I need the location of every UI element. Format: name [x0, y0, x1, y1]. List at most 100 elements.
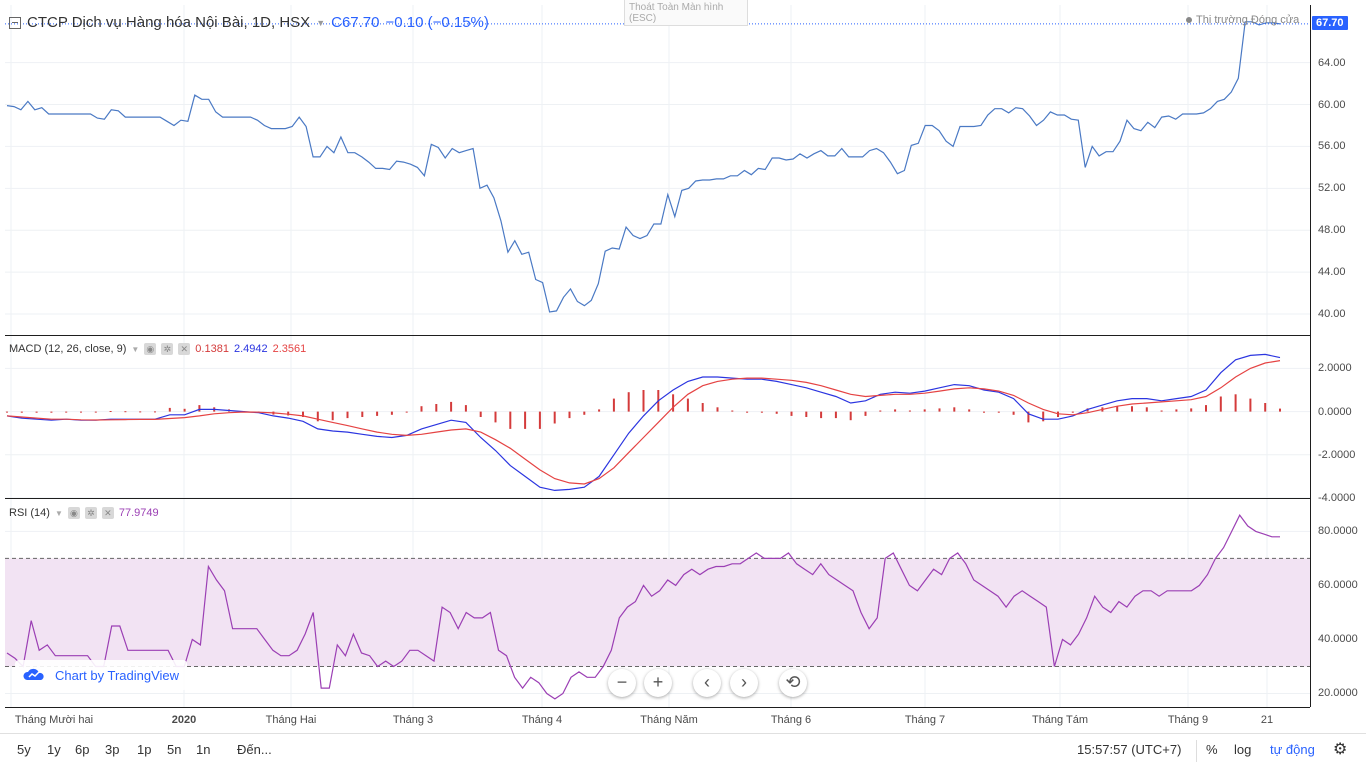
- macd-histogram-bar: [775, 411, 778, 414]
- range-button-6p[interactable]: 6p: [75, 742, 90, 757]
- range-button-5n[interactable]: 5n: [167, 742, 182, 757]
- range-button-1p[interactable]: 1p: [137, 742, 152, 757]
- macd-title[interactable]: MACD (12, 26, close, 9): [9, 343, 127, 355]
- macd-histogram-bar: [1175, 409, 1178, 412]
- macd-histogram-bar: [1264, 403, 1267, 412]
- gear-icon[interactable]: ⚙: [1333, 741, 1348, 758]
- macd-histogram-bar: [154, 411, 156, 413]
- macd-histogram-bar: [450, 401, 453, 412]
- symbol-legend[interactable]: CTCP Dịch vụ Hàng hóa Nội Bài, 1D, HSX ▼…: [9, 14, 489, 31]
- time-axis-label: 2020: [171, 714, 197, 726]
- macd-histogram-bar: [1012, 411, 1015, 415]
- exit-fullscreen-key: (ESC): [629, 13, 657, 24]
- settings-icon[interactable]: ✲: [84, 507, 97, 519]
- macd-chart-svg[interactable]: [5, 336, 1310, 498]
- chevron-down-icon[interactable]: ▼: [131, 344, 140, 354]
- visibility-icon[interactable]: ◉: [67, 507, 80, 519]
- rsi-legend[interactable]: RSI (14) ▼ ◉ ✲ ✕ 77.9749: [9, 507, 159, 519]
- macd-histogram-bar: [834, 411, 837, 419]
- collapse-icon[interactable]: [9, 16, 21, 29]
- macd-histogram-bar: [642, 390, 645, 412]
- range-button-1n[interactable]: 1n: [196, 742, 211, 757]
- macd-histogram-bar: [35, 411, 38, 413]
- zoom-in-button[interactable]: +: [644, 669, 672, 697]
- tradingview-branding[interactable]: Chart by TradingView: [15, 660, 188, 690]
- axis-tick-label: -4.0000: [1318, 492, 1356, 504]
- scroll-right-button[interactable]: ›: [730, 669, 758, 697]
- macd-histogram-bar: [464, 405, 467, 412]
- range-button-3p[interactable]: 3p: [105, 742, 120, 757]
- rsi-title[interactable]: RSI (14): [9, 507, 50, 519]
- chevron-down-icon[interactable]: ▼: [316, 17, 326, 28]
- macd-histogram-bar: [331, 411, 334, 421]
- macd-histogram-bar: [1249, 398, 1252, 412]
- macd-histogram-bar: [864, 411, 867, 416]
- macd-histogram-bar: [760, 411, 763, 413]
- pane-separator[interactable]: [5, 335, 1310, 336]
- time-axis-label: 21: [1260, 714, 1274, 726]
- zoom-out-button[interactable]: −: [608, 669, 636, 697]
- macd-histogram-bar: [879, 410, 882, 412]
- macd-histogram-bar: [361, 411, 364, 417]
- macd-histogram-bar: [849, 411, 852, 421]
- visibility-icon[interactable]: ◉: [144, 343, 157, 355]
- signal-line: [6, 360, 1281, 485]
- macd-histogram-bar: [346, 411, 349, 419]
- macd-histogram-bar: [1160, 410, 1163, 412]
- percent-scale-toggle[interactable]: %: [1206, 742, 1218, 757]
- close-icon[interactable]: ✕: [101, 507, 114, 519]
- settings-icon[interactable]: ✲: [161, 343, 174, 355]
- macd-histogram-bar: [405, 411, 408, 413]
- rsi-chart-svg[interactable]: [5, 499, 1310, 707]
- macd-histogram-bar: [1219, 396, 1222, 412]
- macd-axis[interactable]: 2.0000 0.0000 -2.0000 -4.0000: [1310, 336, 1366, 504]
- macd-histogram-bar: [908, 410, 911, 412]
- macd-histogram-bar: [316, 411, 319, 422]
- price-axis-border: [1310, 5, 1311, 707]
- macd-histogram-bar: [94, 411, 97, 413]
- macd-pane[interactable]: [5, 336, 1310, 498]
- time-axis[interactable]: Tháng Mười hai 2020 Tháng Hai Tháng 3 Tháng …: [5, 707, 1310, 734]
- branding-label[interactable]: Chart by TradingView: [55, 667, 180, 683]
- macd-histogram-bar: [746, 411, 749, 413]
- clock[interactable]: 15:57:57 (UTC+7): [1077, 742, 1182, 757]
- price-axis[interactable]: 40.00 44.00 48.00 52.00 56.00 60.00 64.00 67.70: [1310, 5, 1366, 335]
- last-value: C67.70: [331, 14, 380, 31]
- rsi-value: 77.9749: [118, 507, 159, 519]
- macd-histogram-bar: [1042, 411, 1045, 422]
- rsi-band: [5, 558, 1310, 667]
- reset-chart-button[interactable]: ⟲: [779, 669, 807, 697]
- rsi-axis[interactable]: 20.0000 40.0000 60.0000 80.0000: [1310, 499, 1366, 707]
- axis-tick-label: 2.0000: [1318, 362, 1352, 375]
- macd-histogram-bar: [435, 404, 438, 412]
- exit-fullscreen-button[interactable]: Thoát Toàn Màn hình (ESC): [624, 0, 748, 26]
- chevron-down-icon[interactable]: ▼: [54, 508, 63, 518]
- time-axis-label: Tháng 7: [904, 714, 946, 726]
- macd-histogram-bar: [183, 408, 186, 412]
- market-status: Thị trường Đóng cửa: [1186, 14, 1299, 26]
- axis-tick-label: 60.0000: [1318, 579, 1358, 592]
- price-chart-svg[interactable]: [5, 5, 1310, 335]
- goto-date-button[interactable]: Đến...: [237, 742, 272, 757]
- range-button-5y[interactable]: 5y: [17, 742, 31, 757]
- log-scale-toggle[interactable]: log: [1234, 742, 1252, 757]
- macd-histogram-bar: [598, 409, 601, 412]
- price-pane[interactable]: [5, 5, 1310, 335]
- macd-histogram-bar: [1071, 411, 1074, 413]
- status-dot-icon: [1186, 17, 1192, 24]
- time-axis-label: Tháng 9: [1167, 714, 1209, 726]
- auto-scale-toggle[interactable]: tự động: [1270, 742, 1315, 757]
- axis-tick-label: 64.00: [1318, 56, 1346, 69]
- scroll-left-button[interactable]: ‹: [693, 669, 721, 697]
- time-axis-label: Tháng Tám: [1031, 714, 1089, 726]
- close-icon[interactable]: ✕: [178, 343, 191, 355]
- range-button-1y[interactable]: 1y: [47, 742, 61, 757]
- rsi-pane[interactable]: [5, 499, 1310, 707]
- time-axis-label: Tháng Hai: [265, 714, 317, 726]
- macd-histogram-bar: [109, 411, 112, 412]
- macd-histogram-bar: [124, 411, 127, 413]
- macd-histogram-bar: [1205, 405, 1207, 412]
- macd-legend[interactable]: MACD (12, 26, close, 9) ▼ ◉ ✲ ✕ 0.1381 2…: [9, 343, 306, 355]
- symbol-title[interactable]: CTCP Dịch vụ Hàng hóa Nội Bài, 1D, HSX: [27, 14, 311, 31]
- pane-separator[interactable]: [5, 498, 1310, 499]
